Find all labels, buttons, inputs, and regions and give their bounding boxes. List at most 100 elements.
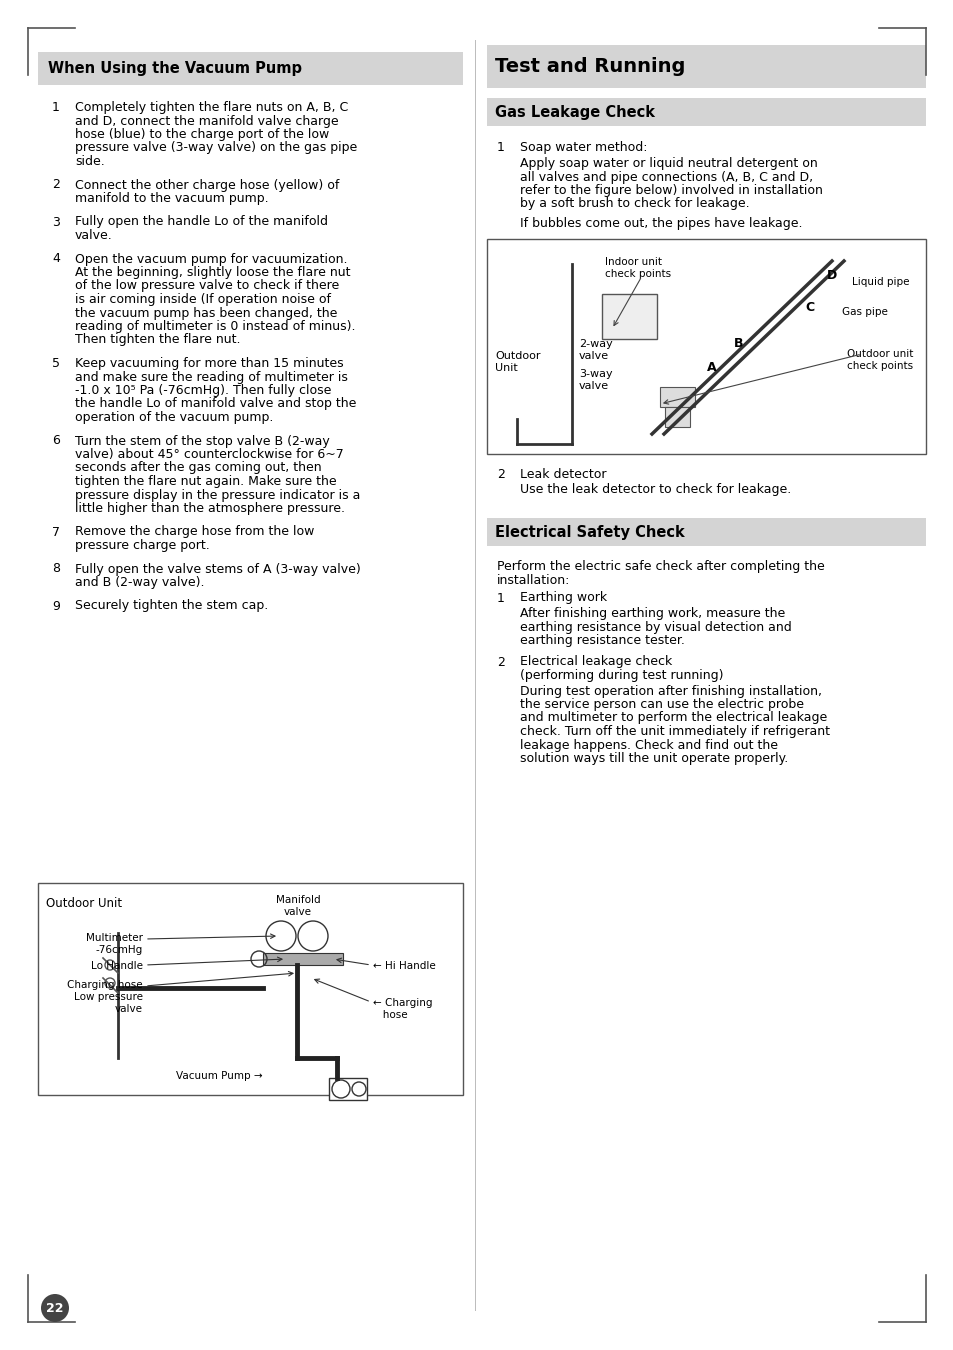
Text: 2: 2 <box>497 468 504 481</box>
Text: Then tighten the flare nut.: Then tighten the flare nut. <box>75 333 240 347</box>
Text: Turn the stem of the stop valve B (2-way: Turn the stem of the stop valve B (2-way <box>75 435 330 447</box>
Text: Gas Leakage Check: Gas Leakage Check <box>495 104 655 120</box>
Text: and make sure the reading of multimeter is: and make sure the reading of multimeter … <box>75 370 348 383</box>
Text: Earthing work: Earthing work <box>519 591 606 605</box>
Text: 6: 6 <box>52 435 60 447</box>
Text: Outdoor: Outdoor <box>495 351 540 360</box>
Text: operation of the vacuum pump.: operation of the vacuum pump. <box>75 410 274 424</box>
Text: Low pressure: Low pressure <box>74 992 143 1002</box>
Text: 1: 1 <box>497 591 504 605</box>
Text: seconds after the gas coming out, then: seconds after the gas coming out, then <box>75 462 321 474</box>
Bar <box>486 518 925 545</box>
Text: tighten the flare nut again. Make sure the: tighten the flare nut again. Make sure t… <box>75 475 336 487</box>
Text: Fully open the handle Lo of the manifold: Fully open the handle Lo of the manifold <box>75 216 328 228</box>
Text: hose (blue) to the charge port of the low: hose (blue) to the charge port of the lo… <box>75 128 329 140</box>
Bar <box>486 45 925 88</box>
Text: pressure charge port.: pressure charge port. <box>75 539 210 552</box>
Text: hose: hose <box>373 1010 407 1021</box>
Text: the vacuum pump has been changed, the: the vacuum pump has been changed, the <box>75 306 337 320</box>
Text: valve: valve <box>578 381 608 392</box>
Bar <box>486 239 925 454</box>
Text: pressure display in the pressure indicator is a: pressure display in the pressure indicat… <box>75 489 360 501</box>
Text: Securely tighten the stem cap.: Securely tighten the stem cap. <box>75 599 268 613</box>
Bar <box>329 1079 367 1100</box>
Circle shape <box>41 1295 69 1322</box>
Text: Vacuum Pump →: Vacuum Pump → <box>176 1071 263 1081</box>
Text: earthing resistance tester.: earthing resistance tester. <box>519 634 684 647</box>
Text: Use the leak detector to check for leakage.: Use the leak detector to check for leaka… <box>519 483 790 495</box>
Text: Multimeter: Multimeter <box>86 933 143 944</box>
Text: D: D <box>826 269 837 282</box>
Text: Lo Handle: Lo Handle <box>91 961 143 971</box>
Text: Keep vacuuming for more than 15 minutes: Keep vacuuming for more than 15 minutes <box>75 356 343 370</box>
Text: manifold to the vacuum pump.: manifold to the vacuum pump. <box>75 192 269 205</box>
Text: -1.0 x 10⁵ Pa (-76cmHg). Then fully close: -1.0 x 10⁵ Pa (-76cmHg). Then fully clos… <box>75 383 331 397</box>
Text: the service person can use the electric probe: the service person can use the electric … <box>519 698 803 711</box>
Text: A: A <box>706 360 716 374</box>
Text: all valves and pipe connections (A, B, C and D,: all valves and pipe connections (A, B, C… <box>519 170 812 184</box>
Text: 3: 3 <box>52 216 60 228</box>
Text: pressure valve (3-way valve) on the gas pipe: pressure valve (3-way valve) on the gas … <box>75 142 356 154</box>
Text: and B (2-way valve).: and B (2-way valve). <box>75 576 204 589</box>
Text: Remove the charge hose from the low: Remove the charge hose from the low <box>75 525 314 539</box>
Text: 9: 9 <box>52 599 60 613</box>
Text: refer to the figure below) involved in installation: refer to the figure below) involved in i… <box>519 184 822 197</box>
Text: Outdoor unit: Outdoor unit <box>846 350 912 359</box>
Text: At the beginning, slightly loose the flare nut: At the beginning, slightly loose the fla… <box>75 266 350 279</box>
Bar <box>601 294 657 339</box>
Text: check points: check points <box>846 360 912 371</box>
Text: earthing resistance by visual detection and: earthing resistance by visual detection … <box>519 621 791 633</box>
Text: little higher than the atmosphere pressure.: little higher than the atmosphere pressu… <box>75 502 345 514</box>
Text: If bubbles come out, the pipes have leakage.: If bubbles come out, the pipes have leak… <box>519 217 801 230</box>
Text: Charging hose: Charging hose <box>68 980 143 990</box>
Text: is air coming inside (If operation noise of: is air coming inside (If operation noise… <box>75 293 331 306</box>
Text: 7: 7 <box>52 525 60 539</box>
Text: Gas pipe: Gas pipe <box>841 306 887 317</box>
Text: Open the vacuum pump for vacuumization.: Open the vacuum pump for vacuumization. <box>75 252 347 266</box>
Text: solution ways till the unit operate properly.: solution ways till the unit operate prop… <box>519 752 787 765</box>
Text: of the low pressure valve to check if there: of the low pressure valve to check if th… <box>75 279 339 293</box>
Text: Electrical Safety Check: Electrical Safety Check <box>495 525 684 540</box>
Bar <box>38 53 462 85</box>
Text: leakage happens. Check and find out the: leakage happens. Check and find out the <box>519 738 778 752</box>
Text: Indoor unit: Indoor unit <box>604 256 661 267</box>
Text: Liquid pipe: Liquid pipe <box>851 277 908 288</box>
Text: valve: valve <box>284 907 312 917</box>
Text: 4: 4 <box>52 252 60 266</box>
Text: 2: 2 <box>497 656 504 668</box>
Text: Connect the other charge hose (yellow) of: Connect the other charge hose (yellow) o… <box>75 178 339 192</box>
Bar <box>664 406 689 427</box>
Text: by a soft brush to check for leakage.: by a soft brush to check for leakage. <box>519 197 749 211</box>
Bar <box>263 953 343 965</box>
Text: When Using the Vacuum Pump: When Using the Vacuum Pump <box>48 61 302 76</box>
Text: Electrical leakage check: Electrical leakage check <box>519 656 672 668</box>
Text: Outdoor Unit: Outdoor Unit <box>46 896 122 910</box>
Text: 5: 5 <box>52 356 60 370</box>
Text: 1: 1 <box>52 101 60 113</box>
Text: 2: 2 <box>52 178 60 192</box>
Text: Soap water method:: Soap water method: <box>519 140 647 154</box>
Bar <box>38 883 462 1095</box>
Text: check points: check points <box>604 269 670 279</box>
Text: Fully open the valve stems of A (3-way valve): Fully open the valve stems of A (3-way v… <box>75 563 360 575</box>
Bar <box>486 99 925 126</box>
Text: and D, connect the manifold valve charge: and D, connect the manifold valve charge <box>75 115 338 127</box>
Text: valve: valve <box>578 351 608 360</box>
Text: 22: 22 <box>46 1301 64 1315</box>
Text: Manifold: Manifold <box>275 895 320 905</box>
Text: reading of multimeter is 0 instead of minus).: reading of multimeter is 0 instead of mi… <box>75 320 355 333</box>
Text: (performing during test running): (performing during test running) <box>519 670 722 682</box>
Text: Perform the electric safe check after completing the: Perform the electric safe check after co… <box>497 560 824 572</box>
Text: Test and Running: Test and Running <box>495 57 684 76</box>
Text: ← Hi Handle: ← Hi Handle <box>373 961 436 971</box>
Text: Apply soap water or liquid neutral detergent on: Apply soap water or liquid neutral deter… <box>519 157 817 170</box>
Text: -76cmHg: -76cmHg <box>95 945 143 954</box>
Text: Leak detector: Leak detector <box>519 468 606 481</box>
Text: 8: 8 <box>52 563 60 575</box>
Text: 2-way: 2-way <box>578 339 612 350</box>
Bar <box>659 387 695 406</box>
Text: Unit: Unit <box>495 363 517 373</box>
Text: valve) about 45° counterclockwise for 6~7: valve) about 45° counterclockwise for 6~… <box>75 448 343 460</box>
Text: check. Turn off the unit immediately if refrigerant: check. Turn off the unit immediately if … <box>519 725 829 738</box>
Text: valve.: valve. <box>75 230 112 242</box>
